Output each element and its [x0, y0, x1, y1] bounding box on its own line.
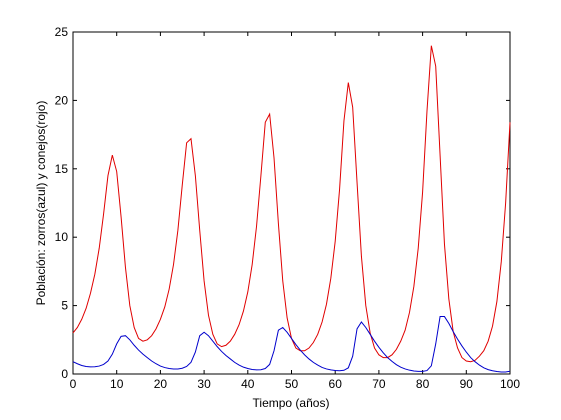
- plot-area: [72, 31, 511, 375]
- x-tick-label: 20: [154, 377, 168, 391]
- x-tick-label: 50: [285, 377, 299, 391]
- x-tick-label: 100: [500, 377, 520, 391]
- y-tick-label: 10: [55, 230, 69, 244]
- y-tick-label: 20: [55, 93, 69, 107]
- x-tick-label: 80: [416, 377, 430, 391]
- y-tick-label: 25: [55, 25, 69, 39]
- x-tick-label: 60: [329, 377, 343, 391]
- x-tick-label: 70: [372, 377, 386, 391]
- y-tick-label: 5: [61, 299, 68, 313]
- y-tick-label: 0: [61, 367, 68, 381]
- x-tick-label: 0: [70, 377, 77, 391]
- x-tick-label: 40: [241, 377, 255, 391]
- y-tick-label: 15: [55, 162, 69, 176]
- x-tick-label: 90: [460, 377, 474, 391]
- y-axis-label: Población: zorros(azul) y conejos(rojo): [34, 101, 48, 306]
- x-tick-label: 30: [197, 377, 211, 391]
- x-axis-label: Tiempo (años): [253, 396, 330, 410]
- x-tick-label: 10: [110, 377, 124, 391]
- series-line: [72, 316, 511, 373]
